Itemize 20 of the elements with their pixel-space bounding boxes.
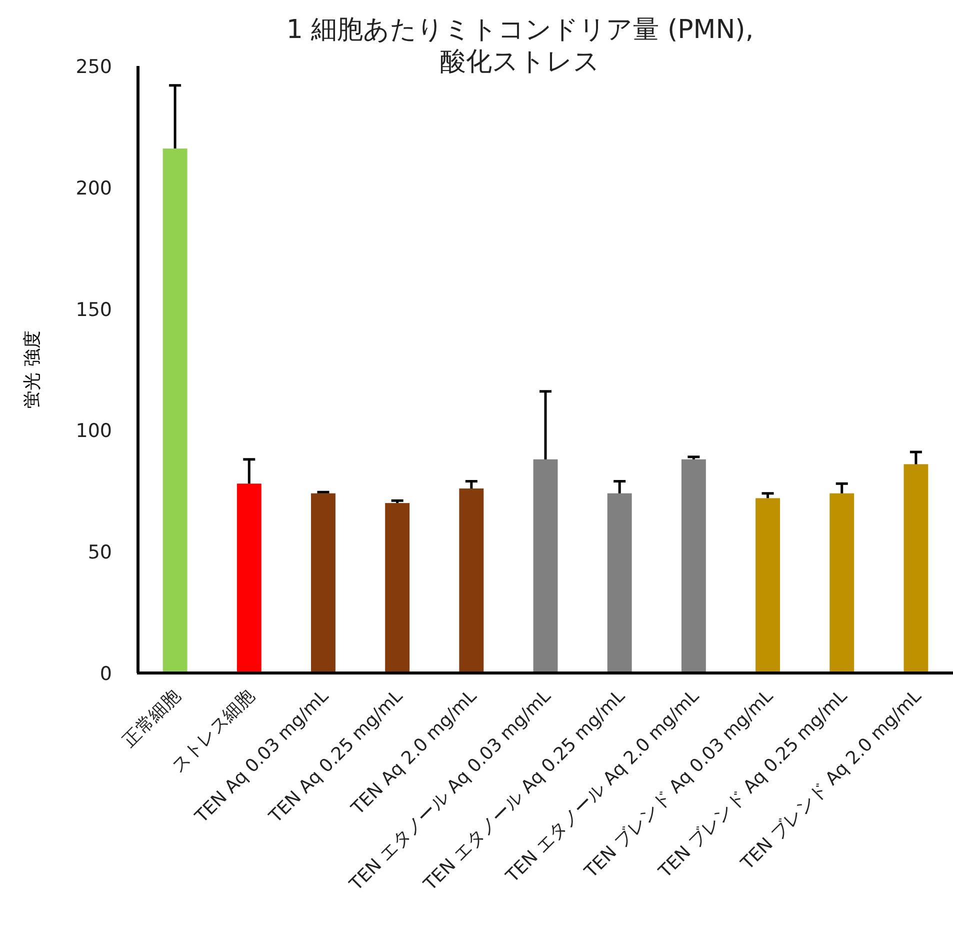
bar [681, 459, 706, 673]
y-tick-label: 50 [88, 542, 112, 564]
y-tick-label: 0 [100, 663, 112, 685]
y-tick-label: 250 [76, 56, 112, 78]
bar [533, 459, 558, 673]
chart-title: 1 細胞あたりミトコンドリア量 (PMN), 酸化ストレス [286, 15, 754, 77]
bar [904, 464, 928, 673]
bar [162, 148, 188, 673]
bar [311, 493, 336, 673]
y-axis-title: 蛍光 強度 [22, 330, 43, 408]
bar [236, 484, 262, 673]
bar [756, 498, 780, 673]
bar [459, 488, 484, 673]
y-tick-label: 200 [76, 177, 112, 200]
bar [385, 503, 410, 673]
y-tick-label: 100 [76, 420, 112, 442]
y-tick-label: 150 [76, 298, 112, 321]
bar [607, 493, 632, 673]
x-tick-label: 正常細胞 [118, 686, 185, 752]
bar [830, 493, 854, 673]
